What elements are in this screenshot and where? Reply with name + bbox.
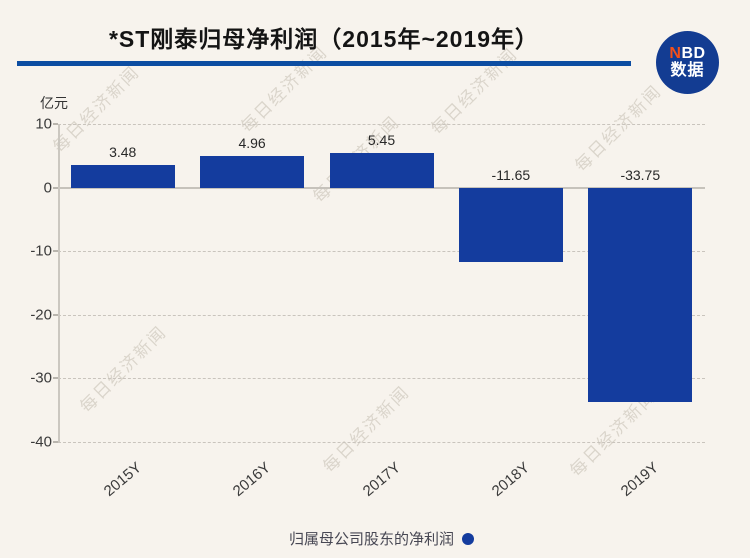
bar-value-label: 5.45 [367,131,396,148]
bar [200,156,305,188]
bar [70,165,175,188]
bar-value-label: -33.75 [620,166,661,183]
logo-text-cn: 数据 [670,61,705,79]
bar-value-label: 4.96 [238,135,266,152]
y-axis-tick [53,186,58,189]
bar-value-label: 3.48 [109,144,137,161]
logo-text-row: NBD [669,44,706,63]
gridline [58,314,705,316]
gridline [58,378,705,380]
bar [329,152,434,188]
x-axis-label: 2018Y [488,459,533,500]
y-axis-tick-label: 10 [35,115,52,133]
y-axis-tick-label: -20 [30,306,52,324]
legend-marker-dot [462,532,474,545]
y-axis-tick-label: -30 [30,369,52,387]
watermark-text: 每日经济新闻 [319,382,414,477]
gridline [58,124,705,125]
legend: 归属母公司股东的净利润 [58,528,705,549]
bar [588,187,693,403]
y-axis-unit-label: 亿元 [40,95,68,111]
x-axis-label: 2015Y [100,459,145,500]
logo-letters-bd: BD [681,44,706,62]
zero-axis-line [58,186,705,189]
y-axis-tick [53,441,58,443]
watermark-text: 每日经济新闻 [571,81,666,176]
title-underline [17,61,631,66]
bar-value-label: -11.65 [491,166,531,183]
y-axis-tick-label: -40 [30,433,52,451]
y-axis-tick-label: 0 [43,179,52,197]
x-axis-label: 2016Y [229,459,275,500]
bar [458,187,563,262]
gridline [58,251,705,253]
x-axis-label: 2019Y [618,459,663,500]
y-axis-tick [53,123,58,125]
logo-letter-n: N [669,44,682,62]
y-axis-tick [53,250,58,253]
y-axis-line [58,124,60,442]
watermark-text: 每日经济新闻 [76,322,171,417]
x-axis-label: 2017Y [359,459,404,500]
nbd-logo: NBD 数据 [656,31,719,94]
gridline [58,442,705,443]
y-axis-tick-label: -10 [30,242,52,260]
y-axis-tick [53,313,58,316]
legend-label: 归属母公司股东的净利润 [288,531,454,548]
chart-title: *ST刚泰归母净利润（2015年~2019年） [108,26,540,52]
y-axis-tick [53,377,58,380]
